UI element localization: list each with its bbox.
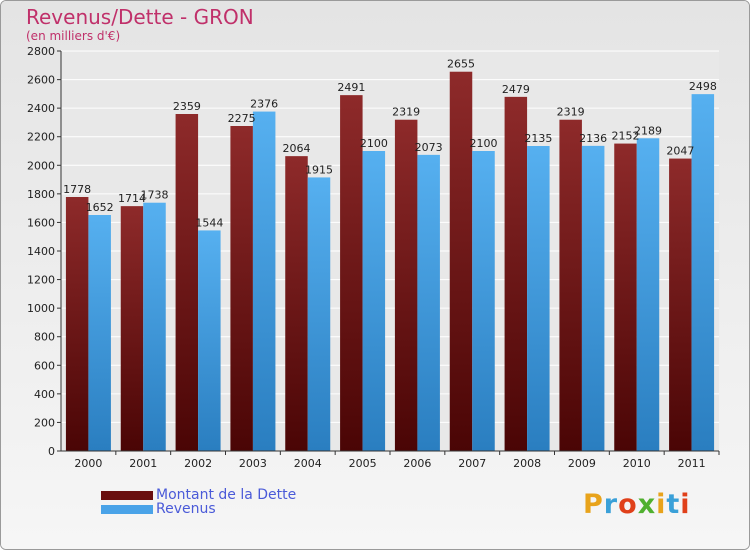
data-label-revenue: 2376 bbox=[250, 98, 278, 111]
y-tick-label: 800 bbox=[34, 331, 55, 344]
logo-letter: i bbox=[656, 489, 667, 520]
logo-letter: r bbox=[603, 489, 619, 520]
y-tick-label: 1200 bbox=[27, 274, 55, 287]
data-label-debt: 2479 bbox=[502, 83, 530, 96]
y-tick-label: 1600 bbox=[27, 216, 55, 229]
y-tick-label: 2400 bbox=[27, 102, 55, 115]
x-tick-label: 2006 bbox=[403, 457, 431, 470]
bar-debt bbox=[120, 206, 144, 451]
data-label-revenue: 1652 bbox=[86, 201, 114, 214]
data-label-revenue: 2189 bbox=[634, 124, 662, 137]
y-tick-label: 400 bbox=[34, 388, 55, 401]
x-tick-label: 2002 bbox=[184, 457, 212, 470]
y-tick-label: 2800 bbox=[27, 45, 55, 58]
y-tick-label: 600 bbox=[34, 359, 55, 372]
logo-letter: t bbox=[666, 489, 681, 520]
legend-label-debt: Montant de la Dette bbox=[156, 487, 297, 503]
bar-revenue bbox=[527, 146, 550, 451]
data-label-revenue: 2100 bbox=[360, 137, 388, 150]
x-tick-label: 2008 bbox=[513, 457, 541, 470]
bar-revenue bbox=[143, 202, 166, 451]
data-label-debt: 2047 bbox=[666, 145, 694, 158]
data-label-debt: 2064 bbox=[283, 142, 311, 155]
y-tick-label: 2600 bbox=[27, 74, 55, 87]
x-tick-label: 2003 bbox=[239, 457, 267, 470]
y-tick-label: 0 bbox=[48, 445, 55, 458]
x-tick-label: 2010 bbox=[623, 457, 651, 470]
data-label-revenue: 2100 bbox=[470, 137, 498, 150]
bar-revenue bbox=[417, 154, 440, 451]
y-tick-label: 1800 bbox=[27, 188, 55, 201]
data-label-debt: 1714 bbox=[118, 192, 146, 205]
bar-debt bbox=[504, 96, 528, 451]
x-tick-label: 2007 bbox=[458, 457, 486, 470]
data-label-debt: 2152 bbox=[612, 130, 640, 143]
legend-swatch-revenue bbox=[101, 504, 153, 514]
data-label-debt: 1778 bbox=[63, 183, 91, 196]
bar-debt bbox=[394, 119, 418, 451]
x-tick-label: 2004 bbox=[294, 457, 322, 470]
x-tick-label: 2001 bbox=[129, 457, 157, 470]
chart-title: Revenus/Dette - GRON bbox=[26, 5, 254, 29]
y-tick-label: 1000 bbox=[27, 302, 55, 315]
data-label-debt: 2319 bbox=[392, 106, 420, 119]
data-label-debt: 2275 bbox=[228, 112, 256, 125]
y-tick-label: 2200 bbox=[27, 131, 55, 144]
data-label-debt: 2655 bbox=[447, 58, 475, 71]
data-label-revenue: 2498 bbox=[689, 80, 717, 93]
data-label-revenue: 1544 bbox=[195, 216, 223, 229]
bar-revenue bbox=[581, 145, 605, 451]
data-label-revenue: 1738 bbox=[141, 189, 169, 202]
x-tick-label: 2000 bbox=[74, 457, 102, 470]
legend-item-revenue: Revenus bbox=[101, 501, 216, 517]
logo-letter: o bbox=[618, 489, 638, 520]
logo-letter: i bbox=[680, 489, 691, 520]
logo-letter: P bbox=[583, 489, 604, 520]
bar-debt bbox=[614, 143, 637, 452]
x-tick-label: 2005 bbox=[349, 457, 377, 470]
data-label-debt: 2491 bbox=[337, 81, 365, 94]
bar-debt bbox=[340, 95, 363, 452]
bar-debt bbox=[175, 114, 199, 451]
bar-revenue bbox=[88, 215, 111, 451]
data-label-debt: 2359 bbox=[173, 100, 201, 113]
data-label-revenue: 2136 bbox=[579, 132, 607, 145]
chart-subtitle: (en milliers d'€) bbox=[26, 29, 121, 43]
bar-debt bbox=[230, 126, 253, 451]
data-label-debt: 2319 bbox=[557, 106, 585, 119]
bar-revenue bbox=[252, 111, 276, 452]
data-label-revenue: 1915 bbox=[305, 163, 333, 176]
y-tick-label: 2000 bbox=[27, 159, 55, 172]
y-tick-label: 1400 bbox=[27, 245, 55, 258]
bar-revenue bbox=[198, 230, 221, 451]
legend-swatch-debt bbox=[101, 490, 153, 500]
x-tick-label: 2011 bbox=[678, 457, 706, 470]
bar-debt bbox=[449, 71, 473, 451]
bar-debt bbox=[559, 119, 582, 451]
data-label-revenue: 2073 bbox=[415, 141, 443, 154]
bar-revenue bbox=[472, 151, 495, 451]
bar-revenue bbox=[307, 177, 331, 451]
bar-revenue bbox=[636, 138, 660, 452]
bar-debt bbox=[285, 156, 308, 451]
legend-item-debt: Montant de la Dette bbox=[101, 487, 296, 503]
data-label-revenue: 2135 bbox=[524, 132, 552, 145]
legend-label-revenue: Revenus bbox=[156, 501, 216, 517]
x-tick-label: 2009 bbox=[568, 457, 596, 470]
logo-letter: x bbox=[637, 489, 657, 520]
bar-debt bbox=[669, 158, 692, 452]
bar-revenue bbox=[362, 151, 386, 451]
y-tick-label: 200 bbox=[34, 416, 55, 429]
bar-revenue bbox=[691, 94, 715, 452]
bar-debt bbox=[65, 197, 89, 451]
proxiti-logo: Proxiti bbox=[583, 489, 691, 520]
